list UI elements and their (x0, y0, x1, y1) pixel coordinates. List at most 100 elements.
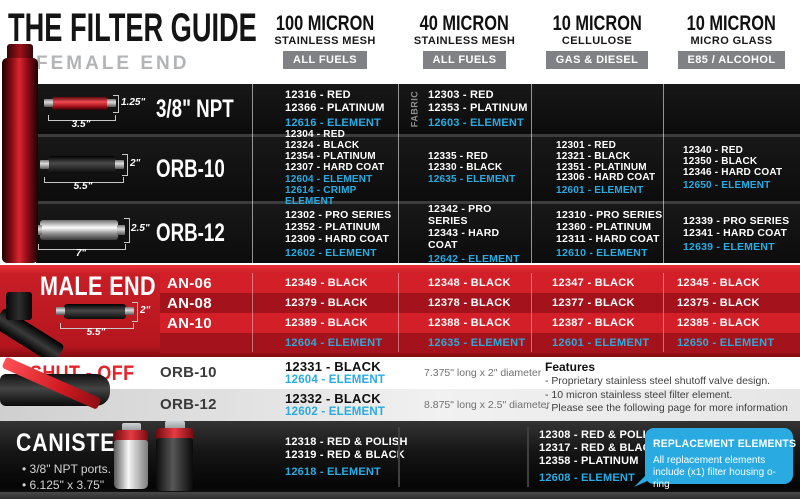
orb10-filter-photo: 2" 5.5" (36, 137, 148, 201)
npt-filter-photo: 1.25" 3.5" (36, 84, 148, 134)
part-number: 12345 - BLACK (677, 277, 760, 289)
element-number: 12604 - ELEMENT (285, 373, 386, 386)
parts-list: 12318 - RED & POLISH 12319 - RED & BLACK (285, 435, 408, 461)
micron-label: 40 MICRON (419, 12, 510, 35)
part-number: 12375 - BLACK (677, 297, 760, 309)
replacement-elements-callout: REPLACEMENT ELEMENTS All replacement ele… (645, 428, 796, 490)
parts-list: 12310 - PRO SERIES 12360 - PLATINUM 1231… (556, 208, 663, 245)
shut-off-row-orb12-background (0, 389, 800, 421)
column-divider (252, 273, 253, 352)
bottom-band (0, 492, 800, 499)
diameter-dimension: 2.5" (131, 223, 150, 234)
part-number: 12385 - BLACK (677, 317, 760, 329)
orb12-filter-photo: 2.5" 7" (34, 204, 150, 263)
shutoff-orb-12-label: ORB-12 (160, 396, 217, 413)
elements-list: 12618 - ELEMENT (285, 465, 381, 478)
column-header-100-micron: 100 MICRON STAINLESS MESH ALL FUELS (252, 13, 398, 69)
diameter-dimension: 2" (130, 158, 141, 169)
length-dimension: 3.5" (71, 119, 91, 130)
column-header-10-micron-cellulose: 10 MICRON CELLULOSE GAS & DIESEL (531, 13, 663, 69)
part-number: 12348 - BLACK (428, 277, 511, 289)
fabric-note: FABRIC (409, 90, 420, 128)
an-08-label: AN-08 (167, 295, 212, 312)
cell-10-micron-micro-glass: 12339 - PRO SERIES 12341 - HARD COAT 126… (663, 204, 800, 263)
element-number: 12604 - ELEMENT (285, 337, 383, 349)
element-number: 12602 - ELEMENT (285, 405, 386, 418)
part-number: 12332 - BLACK (285, 390, 381, 406)
diameter-dimension: 2" (140, 305, 151, 316)
parts-list: 12342 - PRO SERIES 12343 - HARD COAT (428, 202, 500, 251)
cell-40-micron: 12335 - RED 12330 - BLACK 12635 - ELEMEN… (398, 137, 531, 201)
element-number: 12635 - ELEMENT (428, 337, 526, 349)
part-number: 12331 - BLACK (285, 358, 381, 374)
shutoff-orb-12-parts: 12332 - BLACK 12602 - ELEMENT (285, 389, 385, 421)
column-divider (398, 427, 400, 487)
column-divider (663, 273, 664, 352)
shutoff-orb-10-label: ORB-10 (160, 364, 217, 381)
cell-100-micron: 12316 - RED 12366 - PLATINUM 12616 - ELE… (252, 84, 398, 134)
column-divider (398, 84, 399, 263)
parts-list: 12308 - RED & POLISH 12317 - RED & BLACK… (539, 429, 662, 467)
elements-list: 12635 - ELEMENT (428, 174, 516, 186)
row-label: ORB-10 (156, 154, 225, 183)
column-divider (398, 273, 399, 352)
features-heading: Features (545, 360, 596, 374)
page-subtitle: FEMALE END (36, 53, 190, 74)
cell-100-micron: 12304 - RED 12324 - BLACK 12354 - PLATIN… (252, 129, 398, 207)
media-label: STAINLESS MESH (413, 35, 516, 47)
cell-10-micron-cellulose: 12301 - RED 12321 - BLACK 12351 - PLATIN… (531, 137, 663, 201)
part-number: 12379 - BLACK (285, 297, 368, 309)
elements-list: 12604 - ELEMENT 12614 - CRIMP ELEMENT (285, 174, 373, 207)
media-label: MICRO GLASS (690, 35, 773, 47)
an-06-label: AN-06 (167, 275, 212, 292)
elements-list: 12608 - ELEMENT (539, 472, 635, 484)
column-divider (663, 84, 664, 263)
column-divider (527, 427, 529, 487)
row-label-cell: 1.25" 3.5" 3/8" NPT (36, 84, 252, 134)
features-block: Features - Proprietary stainless steel s… (545, 360, 788, 416)
size-note: 7.375" long x 2" diameter (424, 367, 542, 379)
male-filter-photo: 2" 5.5" (46, 294, 166, 350)
row-label-cell: 2.5" 7" ORB-12 (34, 204, 252, 263)
length-dimension: 5.5" (86, 327, 106, 338)
row-orb-10: 2" 5.5" ORB-10 12304 - RED 12324 - BLACK… (36, 129, 800, 207)
column-header-40-micron: 40 MICRON STAINLESS MESH ALL FUELS (398, 13, 531, 69)
callout-body: All replacement elements include (x1) fi… (653, 455, 776, 490)
micron-label: 100 MICRON (275, 12, 375, 35)
parts-list: 12335 - RED 12330 - BLACK (428, 150, 503, 173)
parts-list: 12339 - PRO SERIES 12341 - HARD COAT (683, 214, 790, 239)
parts-list: 12304 - RED 12324 - BLACK 12354 - PLATIN… (285, 129, 385, 173)
shutoff-orb-10-parts: 12331 - BLACK 12604 - ELEMENT (285, 357, 385, 389)
length-dimension: 7" (75, 248, 87, 259)
cell-40-micron: FABRIC 12303 - RED 12353 - PLATINUM 1260… (398, 84, 531, 134)
red-filter-photo (2, 58, 38, 263)
column-divider (531, 273, 532, 352)
element-number: 12650 - ELEMENT (677, 337, 775, 349)
stripe-an08 (160, 293, 800, 313)
cell-40-micron: 12342 - PRO SERIES 12343 - HARD COAT 126… (398, 202, 531, 265)
elements-list: 12603 - ELEMENT (428, 116, 524, 129)
parts-list: 12301 - RED 12321 - BLACK 12351 - PLATIN… (556, 140, 656, 184)
row-3-8-npt: 1.25" 3.5" 3/8" NPT 12316 - RED 12366 - … (36, 84, 800, 134)
fuel-badge: ALL FUELS (283, 51, 367, 69)
parts-list: 12302 - PRO SERIES 12352 - PLATINUM 1230… (285, 208, 392, 245)
canister-section: CANISTER • 3/8" NPT ports. • 6.125" x 3.… (0, 421, 800, 499)
shut-off-section: SHUT - OFF ORB-10 ORB-12 12331 - BLACK 1… (0, 357, 800, 421)
stripe-an06 (160, 273, 800, 293)
an-fitting-photo (0, 288, 72, 365)
fuel-badge: GAS & DIESEL (545, 51, 649, 69)
column-divider (252, 84, 253, 263)
male-end-title: MALE END (40, 271, 156, 301)
media-label: CELLULOSE (561, 35, 633, 47)
column-header-10-micron-micro-glass: 10 MICRON MICRO GLASS E85 / ALCOHOL (663, 13, 800, 69)
features-list: - Proprietary stainless steel shutoff va… (545, 375, 788, 414)
canister-bullets: • 3/8" NPT ports. • 6.125" x 3.75" (22, 462, 111, 492)
red-filter-photo (7, 44, 33, 62)
size-note: 8.875" long x 2.5" diameter (424, 399, 550, 411)
row-label-cell: 2" 5.5" ORB-10 (36, 137, 252, 201)
micron-label: 10 MICRON (552, 12, 642, 35)
elements-list: 12642 - ELEMENT (428, 252, 520, 265)
column-divider (531, 84, 532, 263)
stripe-elements (160, 333, 800, 353)
